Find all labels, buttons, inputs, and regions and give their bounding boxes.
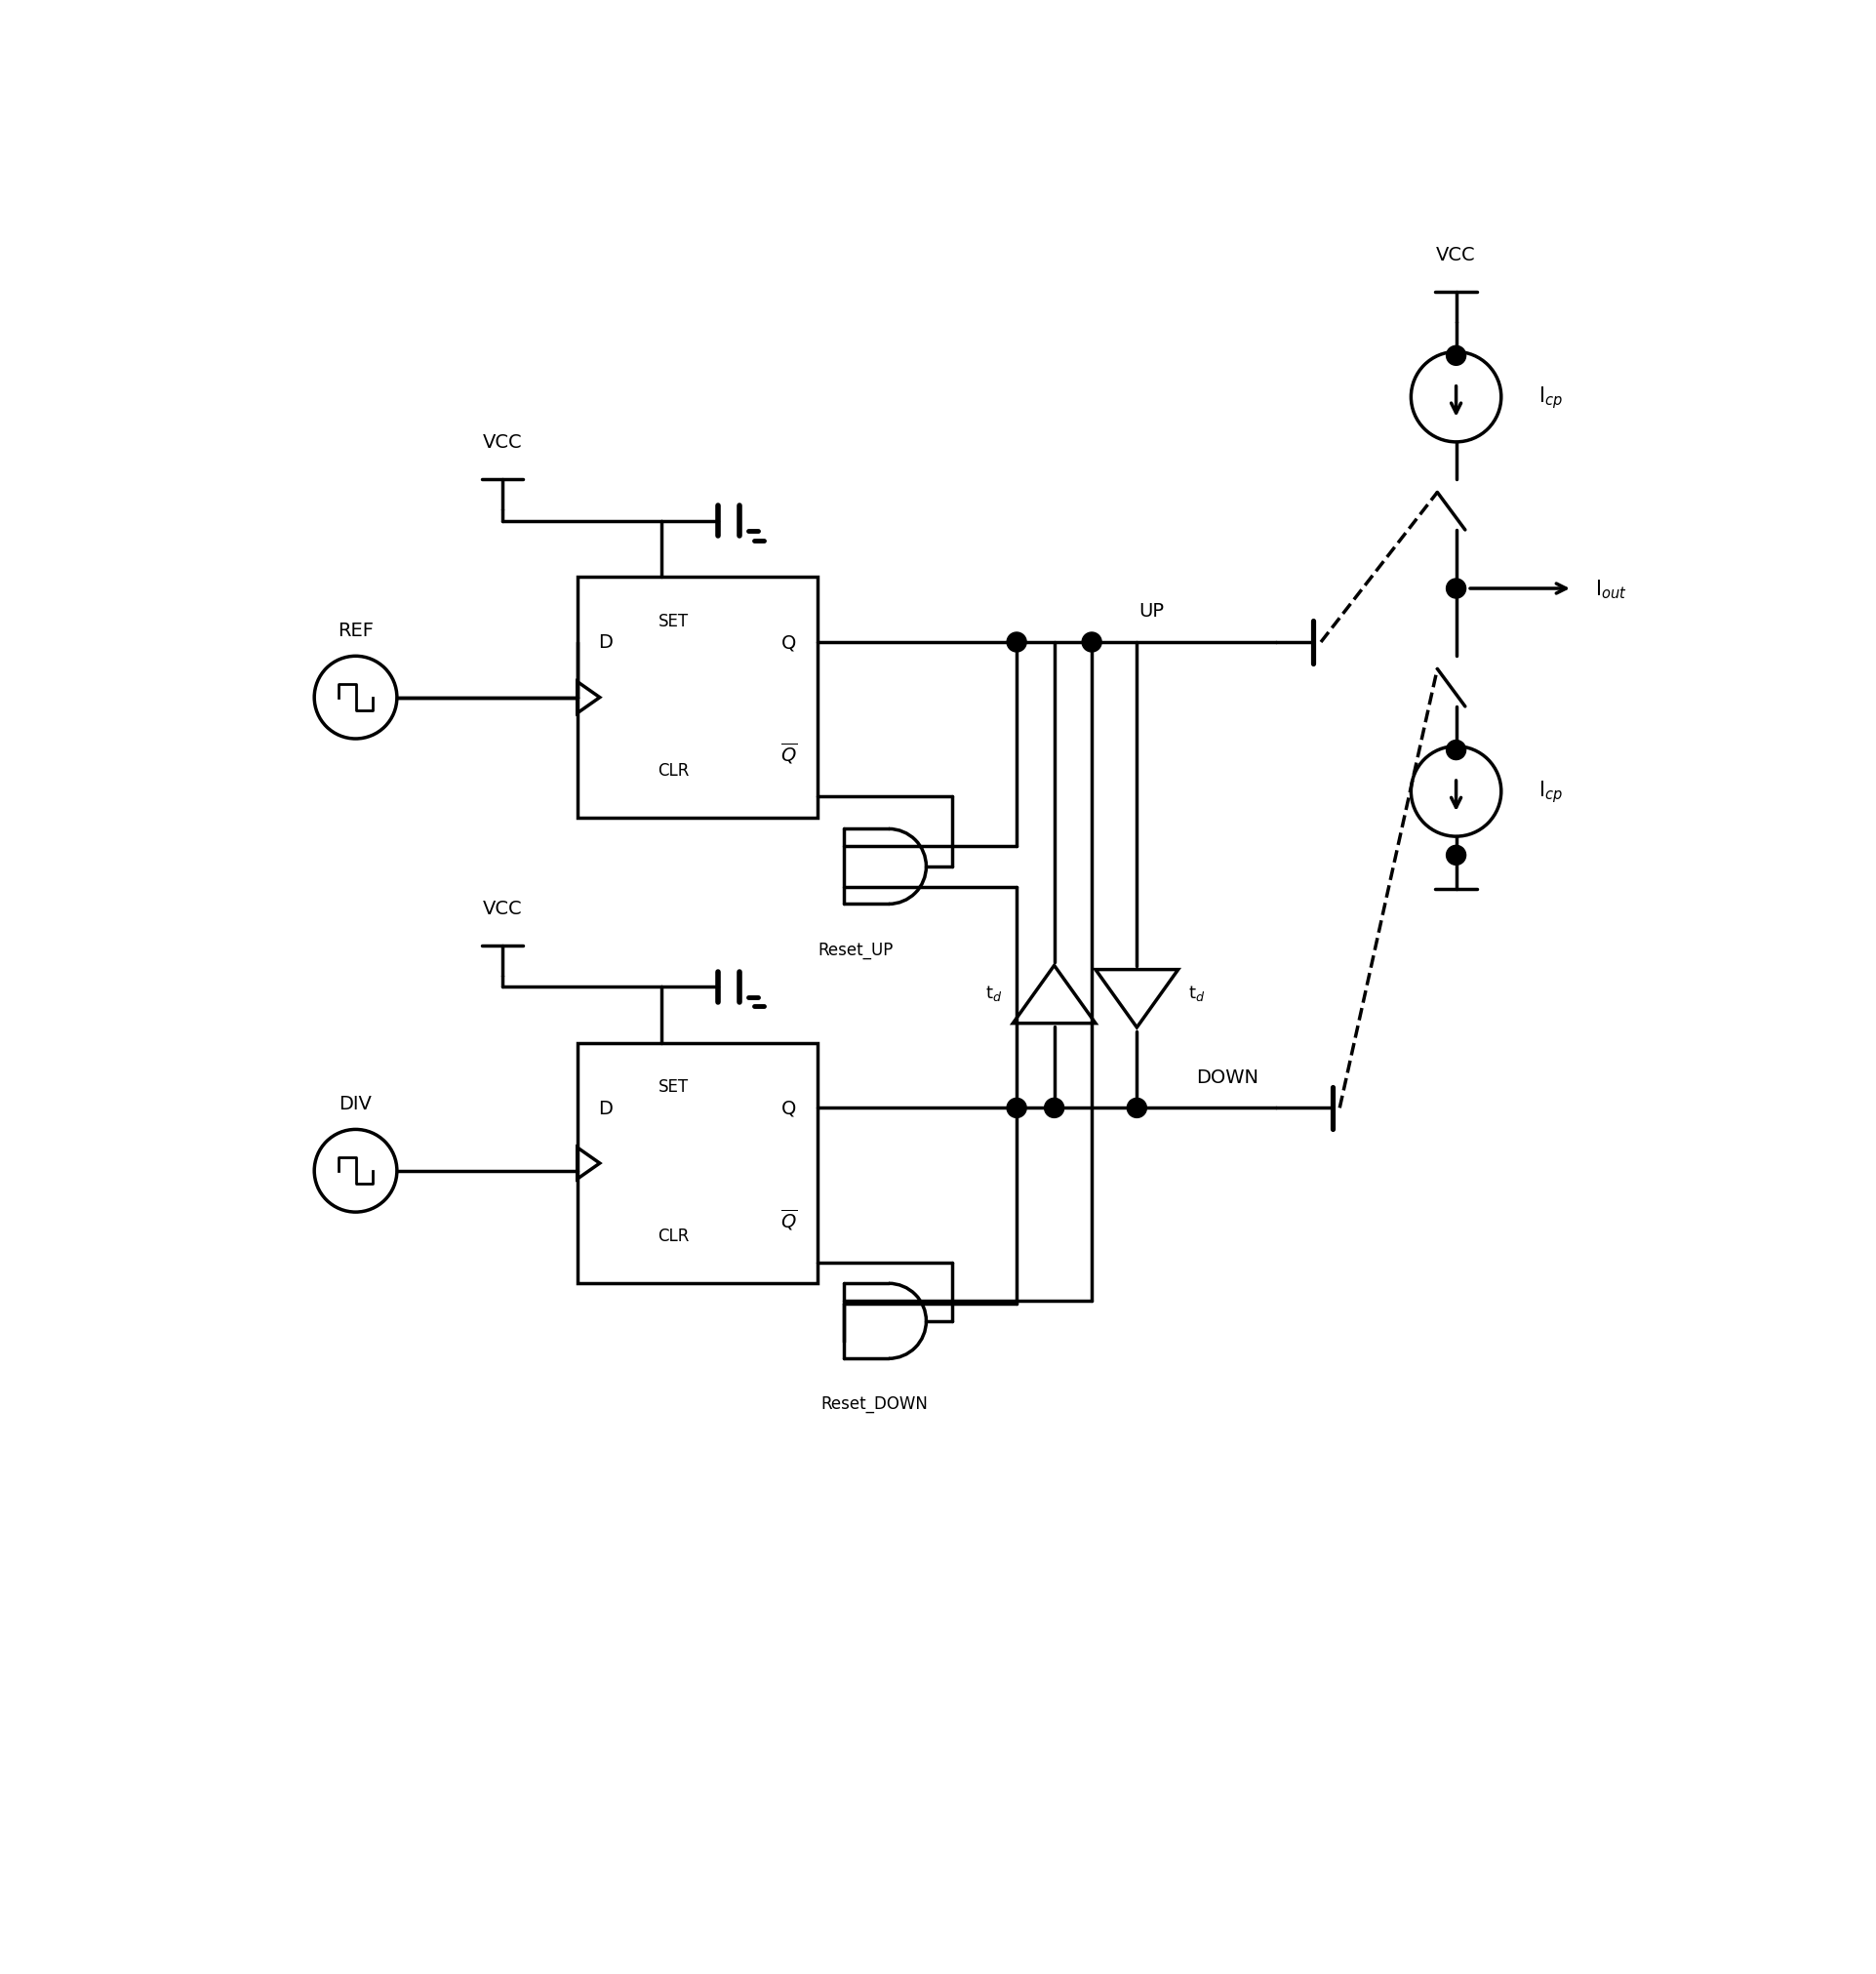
Bar	[578, 578, 818, 817]
Text: D: D	[598, 1100, 613, 1117]
Text: VCC: VCC	[482, 898, 522, 918]
Text: t$_d$: t$_d$	[985, 983, 1002, 1003]
Text: $\overline{Q}$: $\overline{Q}$	[780, 740, 797, 766]
Circle shape	[1446, 578, 1465, 598]
Text: DIV: DIV	[340, 1094, 371, 1113]
Text: Reset_DOWN: Reset_DOWN	[820, 1396, 927, 1413]
Text: I$_{cp}$: I$_{cp}$	[1538, 780, 1563, 805]
Circle shape	[1446, 347, 1465, 365]
Text: REF: REF	[338, 622, 373, 640]
Circle shape	[1082, 634, 1101, 653]
Circle shape	[1446, 740, 1465, 760]
Circle shape	[1127, 1100, 1146, 1117]
Circle shape	[1446, 847, 1465, 865]
Text: UP: UP	[1139, 602, 1165, 620]
Circle shape	[1007, 634, 1026, 653]
Text: CLR: CLR	[658, 762, 688, 780]
Circle shape	[1045, 1100, 1064, 1117]
Text: SET: SET	[658, 612, 688, 630]
Circle shape	[1007, 1100, 1026, 1117]
Text: t$_d$: t$_d$	[1189, 983, 1206, 1003]
Text: D: D	[598, 634, 613, 651]
Text: Q: Q	[782, 634, 797, 651]
Text: Reset_UP: Reset_UP	[818, 942, 893, 957]
Text: I$_{out}$: I$_{out}$	[1595, 578, 1626, 600]
Bar	[578, 1044, 818, 1283]
Text: VCC: VCC	[482, 434, 522, 452]
Text: CLR: CLR	[658, 1228, 688, 1244]
Text: I$_{cp}$: I$_{cp}$	[1538, 385, 1563, 411]
Text: Q: Q	[782, 1100, 797, 1117]
Text: DOWN: DOWN	[1195, 1068, 1259, 1086]
Text: $\overline{Q}$: $\overline{Q}$	[780, 1206, 797, 1232]
Text: VCC: VCC	[1437, 245, 1476, 265]
Text: SET: SET	[658, 1078, 688, 1096]
